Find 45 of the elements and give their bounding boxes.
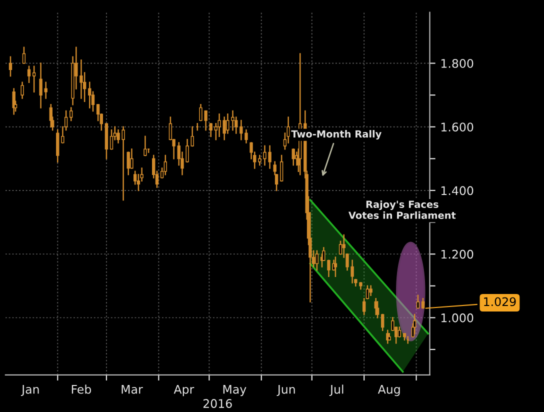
- x-tick-label: Mar: [122, 385, 143, 394]
- candlestick: [416, 294, 420, 309]
- candlestick: [376, 301, 380, 318]
- y-tick-label: 1.400: [441, 186, 474, 196]
- candlestick: [88, 82, 92, 108]
- candlestick: [334, 256, 338, 277]
- candlestick: [96, 104, 100, 122]
- candlestick: [56, 129, 60, 162]
- y-tick-label: 1.000: [441, 313, 474, 322]
- candlestick: [369, 285, 372, 296]
- annotation: Two-Month Rally: [291, 130, 382, 140]
- x-tick-label: May: [223, 385, 246, 396]
- candlestick: [315, 250, 319, 271]
- candlestick: [70, 107, 73, 122]
- candlestick: [209, 123, 212, 138]
- candlestick: [20, 82, 24, 99]
- candlestick: [44, 82, 48, 99]
- x-tick-label: Aug: [378, 385, 400, 396]
- candlestick: [126, 152, 130, 176]
- x-tick-label: Jun: [276, 385, 295, 396]
- y-tick-label: 1.200: [441, 250, 474, 259]
- y-tick-label: 1.600: [441, 122, 474, 132]
- candlestick: [413, 314, 416, 334]
- candlestick: [280, 154, 284, 182]
- x-tick-label: Apr: [174, 385, 194, 396]
- y-tick-label: 1.800: [441, 58, 474, 68]
- candlestick: [130, 148, 134, 169]
- candlestick: [22, 46, 26, 64]
- candlestick: [164, 154, 167, 176]
- candlestick: [421, 298, 425, 309]
- candlestick: [381, 314, 384, 332]
- candlestick: [8, 56, 12, 77]
- x-tick-label: Jul: [329, 384, 344, 396]
- candlestick: [32, 66, 36, 92]
- candlestick: [39, 62, 42, 108]
- candlestick: [292, 148, 295, 166]
- annotation: 1.029: [484, 297, 516, 306]
- x-tick-label: Feb: [72, 384, 92, 394]
- candlestick: [27, 66, 31, 83]
- candlestick: [398, 326, 402, 338]
- x-axis-title: 2016: [203, 399, 232, 408]
- annotation: Rajoy's Faces Votes in Parliament: [348, 200, 456, 219]
- x-tick-label: Jan: [20, 385, 39, 396]
- candlestick: [144, 136, 147, 156]
- candlestick: [110, 129, 114, 150]
